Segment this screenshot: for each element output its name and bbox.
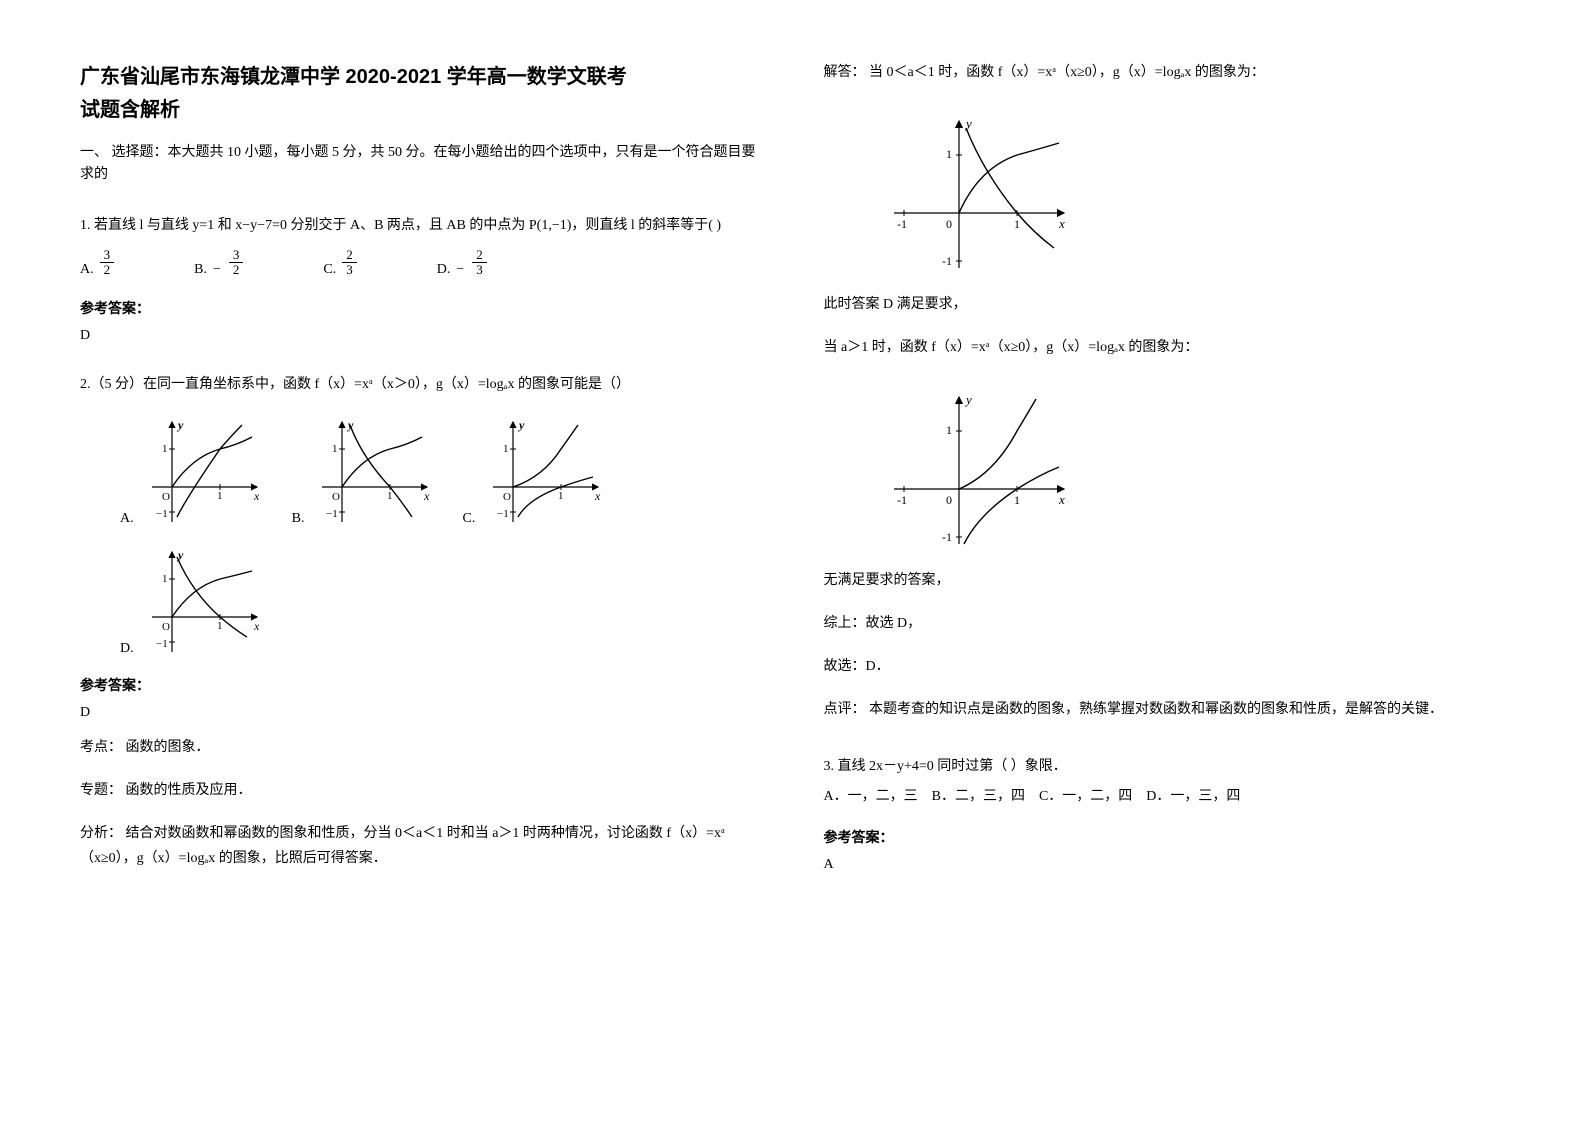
option-c: C. 23: [323, 248, 356, 278]
section-heading: 一、 选择题：本大题共 10 小题，每小题 5 分，共 50 分。在每小题给出的…: [80, 142, 764, 187]
svg-text:1: 1: [946, 423, 952, 437]
svg-text:x: x: [423, 489, 430, 503]
graph-option-b: B. x y O 1 1 −1: [292, 417, 433, 527]
svg-text:O: O: [332, 491, 340, 503]
graph-d-svg: x y O 1 1 −1: [142, 547, 262, 657]
right-column: 解答： 当 0＜a＜1 时，函数 f（x）=xᵃ（x≥0），g（x）=logₐx…: [824, 60, 1508, 1062]
svg-text:x: x: [253, 619, 260, 633]
graph-case2: x y 0 1 1 -1 -1: [884, 389, 1508, 554]
svg-text:1: 1: [217, 620, 223, 632]
svg-text:1: 1: [1014, 493, 1020, 507]
option-d: D. − 23: [437, 248, 487, 278]
option-a-label: A.: [80, 262, 94, 278]
question-1-text: 1. 若直线 l 与直线 y=1 和 x−y−7=0 分别交于 A、B 两点，且…: [80, 213, 764, 238]
svg-text:−1: −1: [497, 508, 509, 520]
question-3-options: A．一，二，三 B．二，三，四 C．一，二，四 D．一，三，四: [824, 784, 1508, 809]
svg-text:x: x: [253, 489, 260, 503]
svg-text:1: 1: [1014, 217, 1020, 231]
svg-text:-1: -1: [942, 254, 952, 268]
q2-jieda-2: 此时答案 D 满足要求，: [824, 292, 1508, 317]
graph-option-c: C. x y O 1 1 −1: [462, 417, 603, 527]
svg-text:y: y: [517, 418, 525, 432]
option-a: A. 32: [80, 248, 114, 278]
q3-answer-label: 参考答案：: [824, 827, 1508, 847]
q2-dianping: 点评： 本题考查的知识点是函数的图象，熟练掌握对数函数和幂函数的图象和性质，是解…: [824, 697, 1508, 722]
svg-text:1: 1: [558, 490, 564, 502]
svg-text:0: 0: [946, 493, 952, 507]
question-1-options: A. 32 B. − 32 C. 23 D. − 23: [80, 248, 764, 278]
graph-b-label: B.: [292, 511, 305, 527]
page-title-line2: 试题含解析: [80, 93, 764, 122]
svg-text:-1: -1: [942, 530, 952, 544]
graph-option-d: D. x y O 1 1 −1: [120, 547, 262, 657]
q2-jieda-1: 解答： 当 0＜a＜1 时，函数 f（x）=xᵃ（x≥0），g（x）=logₐx…: [824, 60, 1508, 85]
svg-text:-1: -1: [897, 217, 907, 231]
svg-text:y: y: [176, 548, 184, 562]
svg-text:-1: -1: [897, 493, 907, 507]
q2-jieda-5: 综上：故选 D，: [824, 611, 1508, 636]
svg-text:−1: −1: [326, 508, 338, 520]
graph-c-svg: x y O 1 1 −1: [483, 417, 603, 527]
q2-graph-options-row2: D. x y O 1 1 −1: [120, 547, 764, 657]
q2-zhuanti: 专题： 函数的性质及应用．: [80, 778, 764, 803]
graph-a-svg: x y O 1 1 −1: [142, 417, 262, 527]
svg-text:0: 0: [946, 217, 952, 231]
svg-text:x: x: [594, 489, 601, 503]
question-3-text: 3. 直线 2x－y+4=0 同时过第（ ）象限．: [824, 754, 1508, 779]
svg-text:1: 1: [332, 443, 338, 455]
svg-text:y: y: [964, 116, 972, 131]
svg-text:1: 1: [162, 573, 168, 585]
q1-answer-label: 参考答案：: [80, 298, 764, 318]
q1-answer-value: D: [80, 328, 764, 344]
svg-text:−1: −1: [156, 638, 168, 650]
svg-text:1: 1: [162, 443, 168, 455]
svg-text:−1: −1: [156, 508, 168, 520]
question-2-text: 2.（5 分）在同一直角坐标系中，函数 f（x）=xᵃ（x＞0），g（x）=lo…: [80, 372, 764, 397]
q2-graph-options: A. x y O 1 1 −1: [120, 417, 764, 527]
q2-kaodian: 考点： 函数的图象．: [80, 735, 764, 760]
option-d-label: D.: [437, 262, 451, 278]
svg-text:x: x: [1058, 492, 1065, 507]
graph-case1: x y 0 1 1 -1 -1: [884, 113, 1508, 278]
svg-text:O: O: [162, 621, 170, 633]
q3-answer-value: A: [824, 857, 1508, 873]
graph-option-a: A. x y O 1 1 −1: [120, 417, 262, 527]
svg-text:1: 1: [946, 147, 952, 161]
q2-answer-value: D: [80, 705, 764, 721]
q2-jieda-3: 当 a＞1 时，函数 f（x）=xᵃ（x≥0），g（x）=logₐx 的图象为：: [824, 335, 1508, 360]
q2-jieda-4: 无满足要求的答案，: [824, 568, 1508, 593]
option-b-label: B.: [194, 262, 207, 278]
q2-jieda-6: 故选：D．: [824, 654, 1508, 679]
q2-fenxi: 分析： 结合对数函数和幂函数的图象和性质，分当 0＜a＜1 时和当 a＞1 时两…: [80, 821, 764, 871]
svg-text:y: y: [176, 418, 184, 432]
graph-b-svg: x y O 1 1 −1: [312, 417, 432, 527]
page-title-line1: 广东省汕尾市东海镇龙潭中学 2020-2021 学年高一数学文联考: [80, 60, 764, 89]
graph-c-label: C.: [462, 511, 475, 527]
left-column: 广东省汕尾市东海镇龙潭中学 2020-2021 学年高一数学文联考 试题含解析 …: [80, 60, 764, 1062]
graph-a-label: A.: [120, 511, 134, 527]
option-b: B. − 32: [194, 248, 243, 278]
svg-text:y: y: [964, 392, 972, 407]
svg-text:1: 1: [217, 490, 223, 502]
svg-text:y: y: [346, 418, 354, 432]
svg-text:1: 1: [503, 443, 509, 455]
svg-text:1: 1: [387, 490, 393, 502]
svg-text:x: x: [1058, 216, 1065, 231]
option-c-label: C.: [323, 262, 336, 278]
svg-text:O: O: [503, 491, 511, 503]
q2-answer-label: 参考答案：: [80, 675, 764, 695]
svg-text:O: O: [162, 491, 170, 503]
graph-d-label: D.: [120, 641, 134, 657]
